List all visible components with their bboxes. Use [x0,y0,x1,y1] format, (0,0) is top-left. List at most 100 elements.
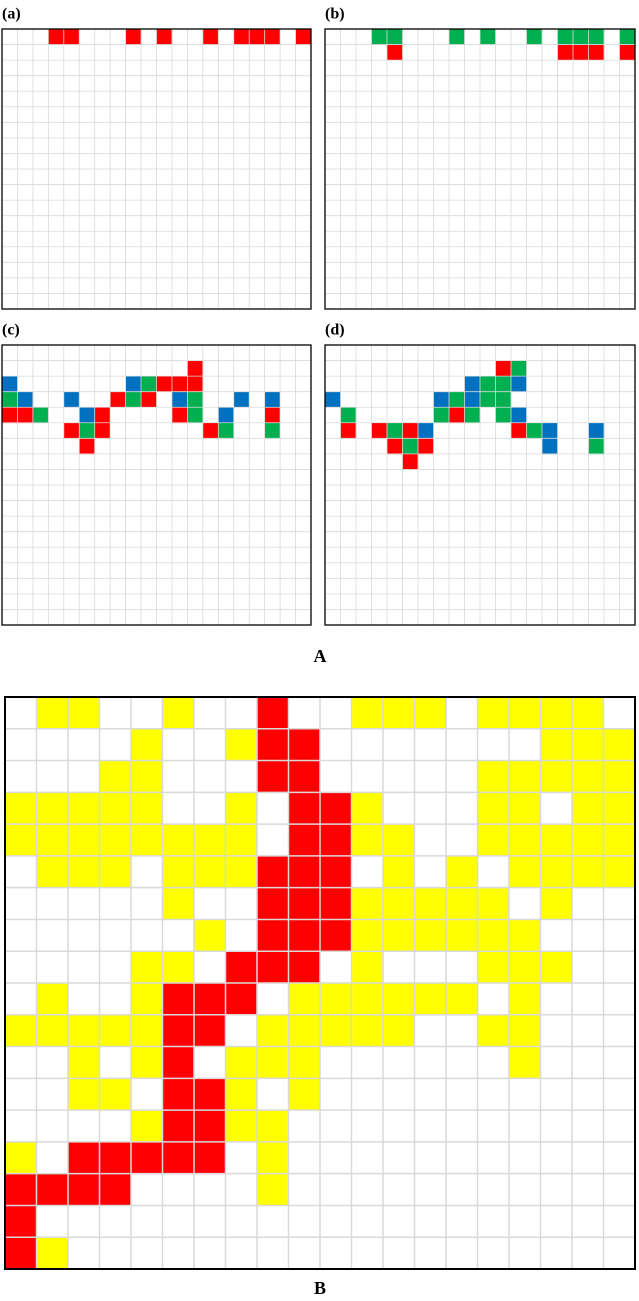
cell [464,391,481,408]
cell [540,760,573,793]
cell [99,1173,132,1206]
cell [5,1205,37,1238]
cell [249,29,265,45]
cell [257,1141,289,1174]
cell [540,697,573,730]
cell [418,422,434,439]
cell [187,360,204,377]
cell [264,407,281,424]
cell [288,728,321,761]
cell [99,1078,132,1111]
cell [99,760,132,793]
cell [99,1014,132,1047]
cell [603,792,636,825]
cell [402,453,419,470]
cell [449,29,465,45]
cell [68,1173,100,1206]
cell [233,29,250,45]
cell [557,44,574,61]
cell [2,391,18,408]
cell [79,438,95,455]
cell [387,44,403,61]
cell [288,1014,321,1047]
cell [17,407,34,424]
cell [68,1014,100,1047]
cell [131,1141,163,1174]
cell [110,391,126,408]
cell [351,824,384,857]
cell [573,29,589,45]
cell [257,1014,289,1047]
cell [542,438,558,455]
cell [156,376,173,392]
cell [351,919,384,952]
grid-border [1,28,312,310]
cell [156,29,173,45]
cell [340,407,357,424]
cell [288,919,321,952]
cell [171,376,188,392]
cell [257,919,289,952]
cell [464,407,481,424]
cell [225,728,258,761]
cell [187,376,204,392]
panel-label: (c) [2,322,20,339]
cell [288,887,321,920]
cell [264,422,281,439]
cell [603,855,636,888]
cell [588,29,605,45]
cell [320,824,352,857]
cell [141,376,157,392]
cell [477,697,510,730]
cell [509,1014,541,1047]
cell [68,697,100,730]
cell [162,983,195,1016]
cell [509,951,541,984]
cell [351,887,384,920]
cell [162,1110,195,1143]
cell [94,407,111,424]
cell [402,422,419,439]
cell [162,824,195,857]
cell [351,951,384,984]
cell [162,855,195,888]
cell [194,1014,226,1047]
cell [509,760,541,793]
cell [540,887,573,920]
cell [5,1173,37,1206]
cell [320,919,352,952]
cell [511,407,527,424]
cell [257,728,289,761]
cell [477,919,510,952]
cell [320,1014,352,1047]
cell [99,1141,132,1174]
cell [509,855,541,888]
cell [36,855,69,888]
cell [99,855,132,888]
cell [449,407,465,424]
cell [202,29,219,45]
cell [588,44,605,61]
cell [225,1046,258,1079]
cell [218,407,235,424]
cell [257,951,289,984]
cell [131,728,163,761]
cell [542,422,558,439]
cell [414,887,447,920]
cell [162,1141,195,1174]
cell [162,697,195,730]
cell [288,983,321,1016]
cell [36,1237,69,1270]
cell [194,1141,226,1174]
cell [194,1110,226,1143]
cell [295,29,312,45]
panel-label: (d) [325,322,345,339]
cell [383,983,415,1016]
cell [588,422,605,439]
grid-border [1,344,312,626]
cell [187,391,204,408]
cell [141,391,157,408]
cell [5,1141,37,1174]
cell [68,1078,100,1111]
